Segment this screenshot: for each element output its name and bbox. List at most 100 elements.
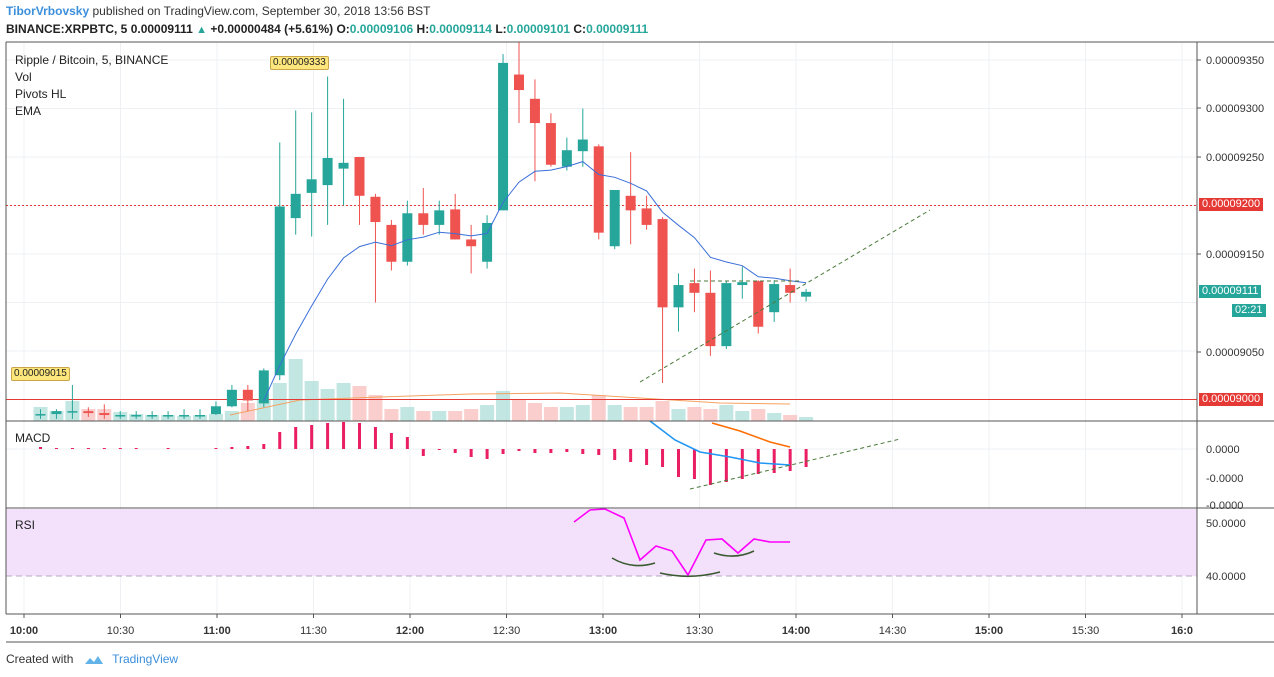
symbol-legend[interactable]: Ripple / Bitcoin, 5, BINANCE [15,53,169,67]
candle-body [258,370,269,404]
macd-hist-bar [326,423,330,449]
candle-body [434,210,445,225]
time-tick-label: 15:30 [1072,625,1100,637]
macd-hist-bar [294,427,298,449]
volume-bar [208,414,223,421]
candle-body [370,196,381,222]
volume-bar [687,407,702,421]
candle-body [226,389,237,407]
time-tick-label: 13:00 [589,625,617,637]
macd-trendline [689,438,901,490]
macd-signal [711,422,791,448]
candle-body [609,189,620,247]
author-link[interactable]: TiborVrbovsky [6,4,90,18]
volume-bar [384,409,399,421]
footer: Created with TradingView [6,652,178,666]
volume-bar [607,405,622,421]
candle-body [67,411,78,413]
candle-body [561,150,572,167]
candle-body [737,282,748,286]
low-value: 0.00009101 [506,22,571,36]
volume-bar [288,359,303,421]
volume-bars [33,359,814,421]
volume-bar [751,409,766,421]
time-tick-label: 15:00 [975,625,1003,637]
volume-bar [432,411,447,421]
last-price: 0.00009111 [130,22,193,36]
price-levels [6,205,1197,400]
volume-bar [272,383,287,421]
publish-line: TiborVrbovsky published on TradingView.c… [6,4,431,18]
tradingview-link[interactable]: TradingView [112,652,179,666]
ema-polyline [263,161,807,401]
volume-bar [480,405,495,421]
volume-bar [416,411,431,421]
macd-hist-bar [230,447,234,449]
candle-body [721,283,732,347]
macd-line [649,420,791,466]
time-tick-label: 10:30 [107,625,135,637]
symbol-prefix: BINANCE:XRPBTC, 5 [6,22,128,36]
rsi-legend[interactable]: RSI [15,518,36,532]
open-value: 0.00009106 [349,22,414,36]
macd-hist-bar [724,449,728,482]
volume-bar [256,399,271,421]
macd-hist-bar [501,449,505,454]
time-tick-label: 12:00 [396,625,424,637]
macd-hist-bar [214,448,218,449]
volume-bar [719,405,734,421]
macd-tick-label: -0.0000 [1206,473,1243,485]
candle-body [545,123,556,165]
candle-body [163,415,174,417]
time-tick-label: 16:0 [1171,625,1193,637]
candle-body [322,157,333,186]
candle-body [83,411,94,414]
macd-tick-label: -0.0000 [1206,500,1243,512]
candle-body [147,415,158,417]
time-tick-label: 14:30 [879,625,907,637]
pivot-high-tag: 0.00009333 [270,56,329,70]
ema-legend[interactable]: EMA [15,104,42,118]
published-text: published on TradingView.com, September … [92,4,431,18]
macd-pane [6,420,1197,490]
volume-bar [352,386,367,421]
candle-body [242,389,253,401]
tradingview-cloud-icon [84,655,103,664]
macd-hist-bar [740,449,744,479]
candle-body [35,414,46,416]
level-9200-chip: 0.00009200 [1199,198,1264,211]
volume-bar [320,389,335,421]
volume-bar [703,409,718,421]
macd-hist-bar [692,449,696,479]
macd-hist-bar [310,425,314,449]
macd-hist-bar [788,449,792,471]
macd-hist-bar [166,448,170,449]
macd-hist-bar [772,449,776,473]
vol-legend[interactable]: Vol [15,70,32,84]
candle-body [306,179,317,193]
time-tick-label: 14:00 [782,625,810,637]
macd-legend[interactable]: MACD [15,431,51,445]
candle-body [593,146,604,233]
macd-hist-bar [118,448,122,449]
candle-body [705,292,716,347]
macd-hist-bar [405,437,409,449]
volume-bar [527,403,542,421]
rsi-line [573,508,790,577]
symbol-line: BINANCE:XRPBTC, 5 0.00009111 ▲ +0.000004… [6,22,648,36]
candle-body [450,209,461,240]
price-tick-label: 0.00009150 [1206,249,1264,261]
time-tick-label: 11:00 [203,625,231,637]
candle-body [418,213,429,225]
macd-hist-bar [86,448,90,449]
macd-hist-bar [342,422,346,449]
candle-body [466,239,477,247]
candle-body [673,285,684,308]
price-tick-label: 0.00009250 [1206,152,1264,164]
macd-hist-bar [581,449,585,454]
volume-bar [464,409,479,421]
macd-hist-bar [804,449,808,467]
macd-hist-bar [597,449,601,455]
pivots-legend[interactable]: Pivots HL [15,87,67,101]
